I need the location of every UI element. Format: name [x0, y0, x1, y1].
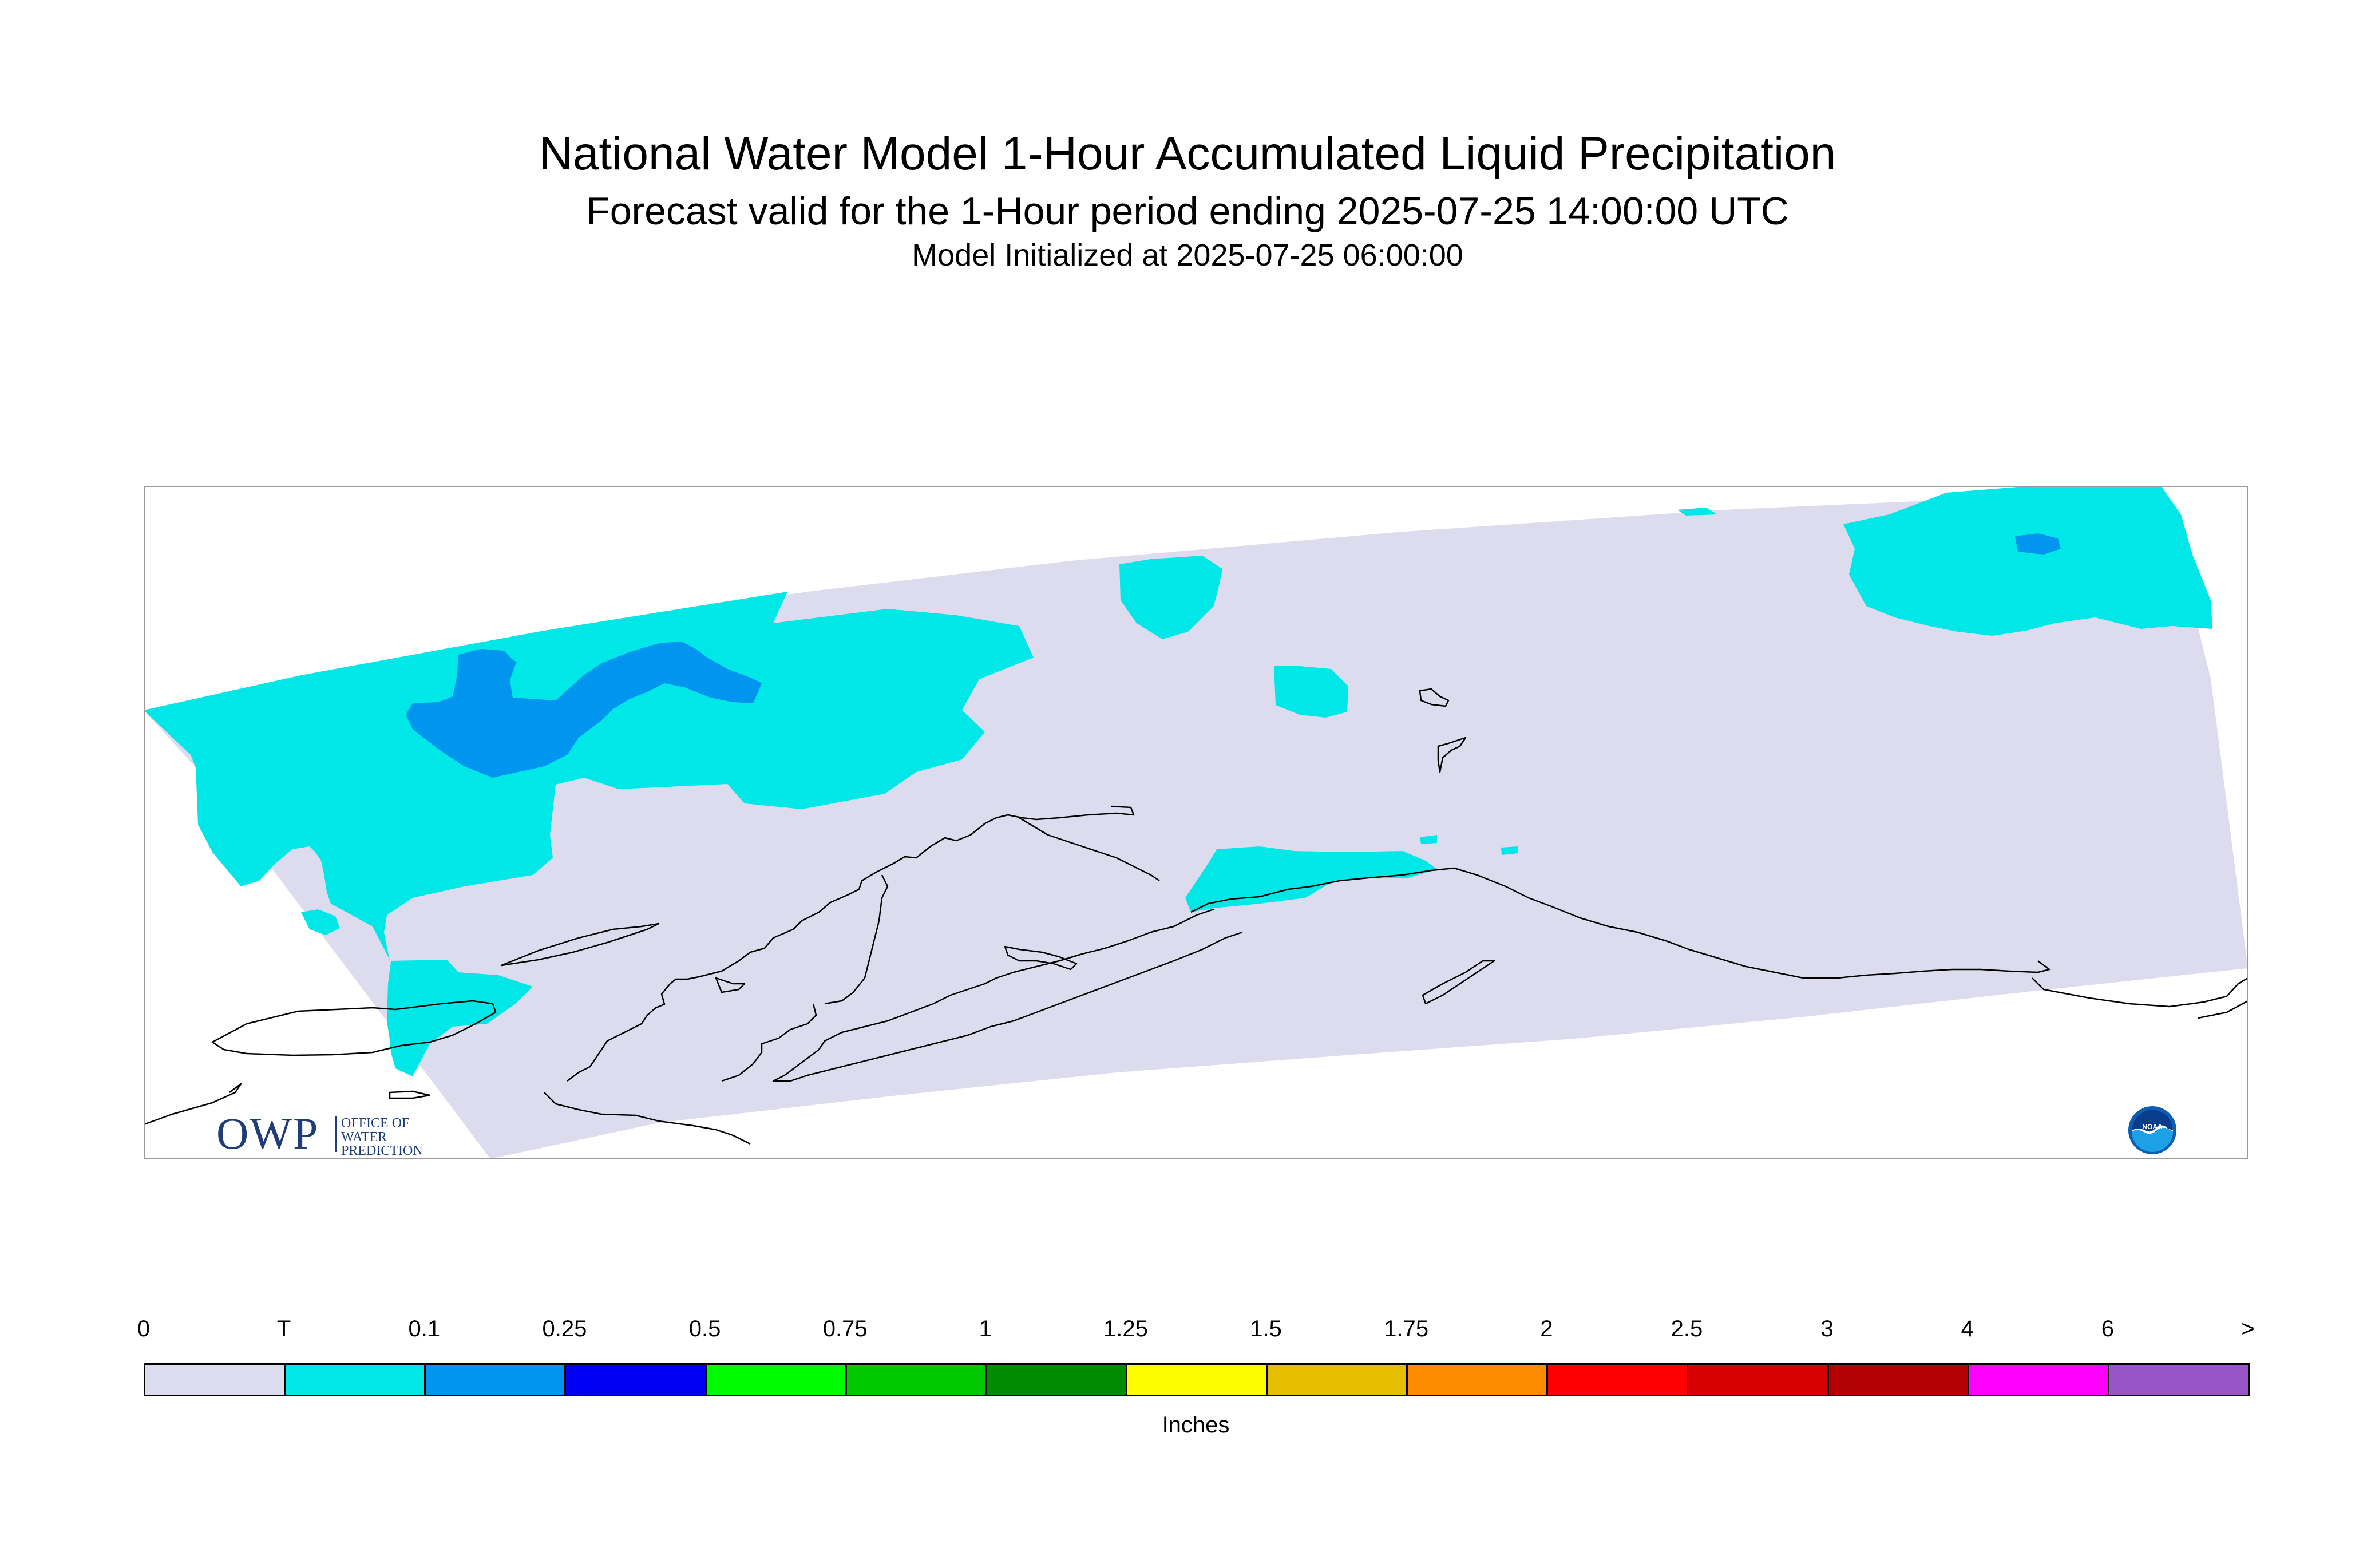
legend-swatch [1546, 1363, 1689, 1396]
noaa-logo: NOAA [2128, 1106, 2177, 1155]
coastline-kenai [1190, 867, 2051, 979]
precip-area-trace-north-1 [1119, 556, 1222, 639]
coastline-island-3 [1419, 688, 1450, 707]
owp-divider [335, 1116, 337, 1152]
owp-line-1: OFFICE OF [341, 1116, 410, 1131]
coastline-island-4 [1437, 737, 1467, 773]
legend-tick-label: 2.5 [1671, 1316, 1703, 1341]
chart-title: National Water Model 1-Hour Accumulated … [539, 128, 1836, 180]
legend-tick-label: 1 [979, 1316, 992, 1341]
legend-swatch [564, 1363, 707, 1396]
coastline-se-end [2198, 1000, 2249, 1019]
coastline-island-1 [1004, 945, 1078, 971]
precip-area-trace-central-2 [1420, 835, 1437, 844]
legend-tick-label: > [2241, 1316, 2255, 1341]
model-init-time: Model Initialized at 2025-07-25 06:00:00 [912, 238, 1463, 272]
legend-swatch [845, 1363, 987, 1396]
legend-swatch [2107, 1363, 2250, 1396]
precip-area-trace-west [144, 592, 1034, 1076]
legend-swatch [1125, 1363, 1268, 1396]
legend-tick-label: 0.25 [542, 1316, 587, 1341]
legend-swatch [424, 1363, 567, 1396]
legend-swatch [1687, 1363, 1829, 1396]
legend-swatch [1967, 1363, 2109, 1396]
precip-area-trace-central [1185, 846, 1437, 912]
legend-tick-label: 0 [137, 1316, 151, 1341]
legend-tick-label: 0.5 [688, 1316, 721, 1341]
color-legend: 0 T 0.1 0.25 0.5 0.75 1 1.25 1.5 1.75 2 2.5 3 4 6 > [137, 1316, 2255, 1431]
coastline-bristol [721, 1003, 817, 1082]
precip-area-trace-northeast [1843, 486, 2212, 636]
precip-area-light-northeast [2015, 533, 2061, 555]
coastline-norton-bay [500, 922, 660, 967]
coastlines [143, 688, 2249, 1145]
owp-abbrev: OWP [216, 1108, 319, 1158]
precipitation-map: OWP OFFICE OF WATER PREDICTION NOAA [143, 486, 2249, 1162]
precip-area-trace-central-3 [1501, 846, 1518, 855]
legend-tick-label: 1.5 [1250, 1316, 1282, 1341]
legend-tick-label: 1.25 [1103, 1316, 1148, 1341]
precip-area-trace-sw-lobe [301, 909, 340, 935]
map-frame [144, 486, 2248, 1159]
coastline-river [824, 874, 889, 1005]
coastline-inland [1019, 817, 1160, 882]
coastline-sw [544, 1092, 751, 1145]
coastline-west-2 [715, 977, 746, 993]
legend-swatch [144, 1363, 286, 1396]
legend-tick-label: 4 [1961, 1316, 1974, 1341]
legend-swatch [1266, 1363, 1408, 1396]
precip-area-trace-north-2 [1274, 666, 1348, 718]
coastline-gulf [818, 908, 1214, 1050]
precip-area-trace-north-3 [1677, 508, 1717, 516]
legend-tick-label: 0.75 [822, 1316, 868, 1341]
owp-line-3: PREDICTION [341, 1143, 423, 1158]
legend-tick-label: 6 [2101, 1316, 2114, 1341]
legend-tick-label: T [276, 1316, 291, 1341]
coastline-west-3 [143, 1083, 242, 1126]
coastline-west-lobe [211, 1000, 497, 1056]
legend-swatch [1406, 1363, 1549, 1396]
legend-tick-label: 0.1 [408, 1316, 441, 1341]
legend-swatch [284, 1363, 426, 1396]
precip-area-light-west-patch [484, 655, 517, 678]
legend-swatch [704, 1363, 847, 1396]
coastline-west-4 [389, 1090, 431, 1099]
noaa-text: NOAA [2142, 1123, 2163, 1131]
chart-subtitle: Forecast valid for the 1-Hour period end… [586, 189, 1789, 233]
owp-line-2: WATER [341, 1130, 387, 1145]
coastline-island-2 [1422, 960, 1495, 1005]
legend-tick-label: 3 [1820, 1316, 1834, 1341]
legend-tick-label: 2 [1540, 1316, 1553, 1341]
legend-tick-label: 1.75 [1384, 1316, 1429, 1341]
legend-swatch [985, 1363, 1127, 1396]
owp-logo: OWP OFFICE OF WATER PREDICTION [216, 1111, 480, 1162]
coastline-mainland [567, 805, 1135, 1082]
coastline-southeast [2032, 977, 2249, 1008]
coastline-peninsula [772, 931, 1243, 1082]
legend-swatch [1827, 1363, 1969, 1396]
